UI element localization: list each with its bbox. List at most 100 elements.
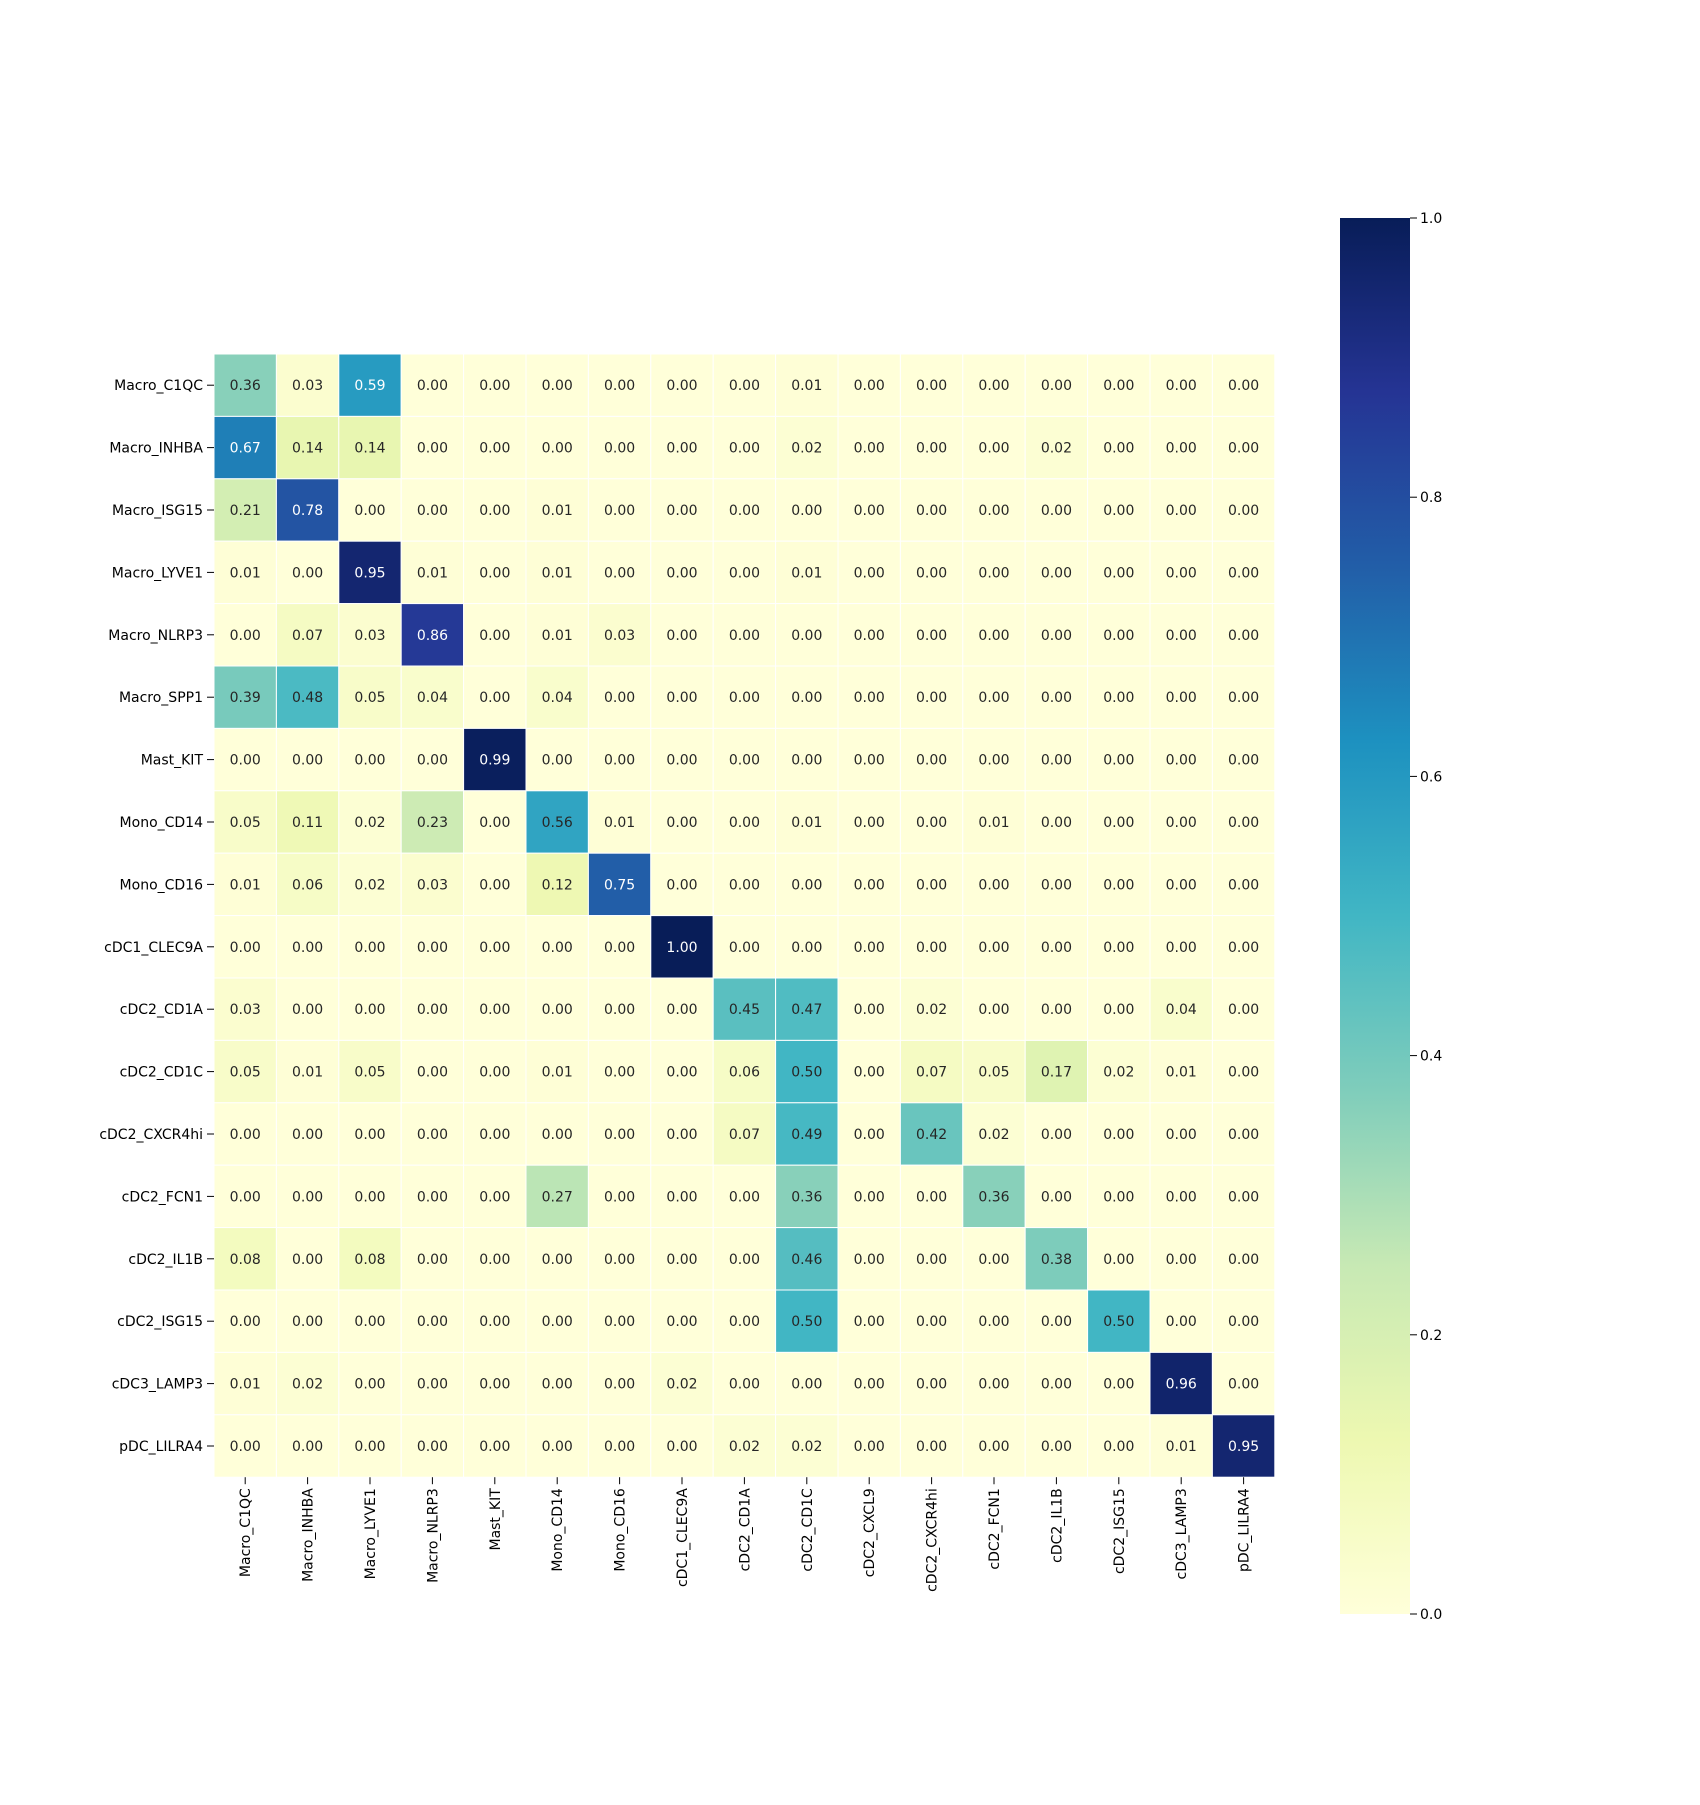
heatmap-cell (775, 1102, 839, 1166)
column-label: pDC_LILRA4 (1237, 1488, 1253, 1572)
heatmap-cell (275, 1414, 340, 1478)
cell-value-label: 0.07 (729, 1127, 760, 1143)
heatmap-cell (837, 727, 901, 792)
cell-value-label: 0.00 (604, 565, 635, 581)
cell-value-label: 0.00 (791, 940, 822, 956)
cell-value-label: 0.00 (1228, 1314, 1259, 1330)
row-label: Macro_NLRP3 (108, 628, 203, 644)
cell-value-label: 0.00 (417, 503, 448, 519)
cell-value-label: 0.00 (479, 815, 510, 831)
column-label: Macro_INHBA (301, 1488, 317, 1582)
heatmap-cell (1211, 977, 1276, 1041)
row-label: Macro_SPP1 (119, 690, 203, 706)
cell-value-label: 0.00 (542, 940, 573, 956)
cell-value-label: 0.05 (354, 1065, 385, 1081)
cell-value-label: 0.95 (1228, 1439, 1259, 1455)
cell-value-label: 0.03 (354, 628, 385, 644)
heatmap-cell (1087, 1164, 1151, 1229)
cell-value-label: 0.00 (854, 1065, 885, 1081)
cell-value-label: 0.00 (604, 1127, 635, 1143)
heatmap-cell (1024, 353, 1089, 417)
heatmap-cell (275, 1164, 340, 1229)
heatmap-cell (962, 727, 1026, 792)
cell-value-label: 0.00 (1103, 1127, 1134, 1143)
cell-value-label: 0.00 (1228, 877, 1259, 893)
cell-value-label: 0.00 (1041, 1189, 1072, 1205)
cell-value-label: 0.00 (1166, 565, 1197, 581)
cell-value-label: 0.00 (417, 1127, 448, 1143)
cell-value-label: 0.07 (916, 1065, 947, 1081)
heatmap-cell (962, 603, 1026, 667)
cell-value-label: 0.05 (354, 690, 385, 706)
cell-value-label: 0.00 (479, 1127, 510, 1143)
heatmap-cell (275, 790, 340, 854)
cell-value-label: 0.14 (354, 441, 385, 457)
cell-value-label: 0.00 (1041, 503, 1072, 519)
heatmap-cell (1024, 665, 1089, 729)
heatmap-cell (899, 852, 964, 917)
heatmap-cell (1087, 915, 1151, 979)
cell-value-label: 0.38 (1041, 1252, 1072, 1268)
heatmap-cell (1087, 1039, 1151, 1104)
cell-value-label: 0.01 (230, 1377, 261, 1393)
cell-value-label: 0.00 (666, 378, 697, 394)
cell-value-label: 0.00 (1103, 877, 1134, 893)
cell-value-label: 0.00 (417, 1065, 448, 1081)
colorbar-tick-label: 0.8 (1420, 490, 1442, 506)
heatmap-cell (587, 1164, 652, 1229)
heatmap-cell (275, 1039, 340, 1104)
cell-value-label: 0.00 (978, 940, 1009, 956)
cell-value-label: 0.00 (479, 690, 510, 706)
cell-value-label: 0.00 (791, 690, 822, 706)
cell-value-label: 0.00 (791, 753, 822, 769)
cell-value-label: 0.01 (292, 1065, 323, 1081)
heatmap-cell (712, 1102, 777, 1166)
cell-value-label: 0.00 (479, 1314, 510, 1330)
cell-value-label: 0.00 (1166, 628, 1197, 644)
cell-value-label: 0.00 (417, 378, 448, 394)
cell-value-label: 0.49 (791, 1127, 822, 1143)
heatmap-cell (338, 1289, 402, 1353)
heatmap-cell (837, 1414, 901, 1478)
heatmap-cell (525, 353, 589, 417)
cell-value-label: 0.00 (417, 1189, 448, 1205)
heatmap-cell (962, 977, 1026, 1041)
heatmap-cell (650, 353, 714, 417)
cell-value-label: 0.75 (604, 877, 635, 893)
cell-value-label: 0.00 (230, 628, 261, 644)
heatmap-cell (837, 1227, 901, 1291)
cell-value-label: 0.00 (854, 877, 885, 893)
heatmap-cell (1087, 1102, 1151, 1166)
cell-value-label: 0.00 (1041, 690, 1072, 706)
cell-value-label: 0.00 (354, 1439, 385, 1455)
cell-value-label: 0.00 (729, 503, 760, 519)
heatmap-cell (400, 915, 465, 979)
heatmap-cell (1087, 478, 1151, 542)
cell-value-label: 0.00 (354, 1002, 385, 1018)
heatmap-cell (650, 977, 714, 1041)
heatmap-cell (338, 1102, 402, 1166)
cell-value-label: 0.00 (354, 1127, 385, 1143)
heatmap-cell (525, 478, 589, 542)
cell-value-label: 0.42 (916, 1127, 947, 1143)
cell-value-label: 0.96 (1166, 1377, 1197, 1393)
row-label: Mast_KIT (141, 753, 204, 769)
heatmap-cell (1024, 915, 1089, 979)
cell-value-label: 0.00 (666, 753, 697, 769)
heatmap-cell (775, 852, 839, 917)
cell-value-label: 0.00 (729, 815, 760, 831)
colorbar-tick-label: 0.2 (1420, 1328, 1442, 1344)
heatmap-cell (338, 665, 402, 729)
cell-value-label: 0.00 (729, 1377, 760, 1393)
cell-value-label: 0.02 (791, 441, 822, 457)
cell-value-label: 0.01 (1166, 1065, 1197, 1081)
cell-value-label: 0.00 (604, 1439, 635, 1455)
cell-value-label: 0.00 (479, 877, 510, 893)
cell-value-label: 0.00 (729, 628, 760, 644)
heatmap-cell (712, 1164, 777, 1229)
heatmap-cell (1211, 540, 1276, 605)
cell-value-label: 0.00 (1228, 753, 1259, 769)
cell-value-label: 0.00 (854, 441, 885, 457)
cell-value-label: 0.03 (230, 1002, 261, 1018)
heatmap-cell (712, 1039, 777, 1104)
